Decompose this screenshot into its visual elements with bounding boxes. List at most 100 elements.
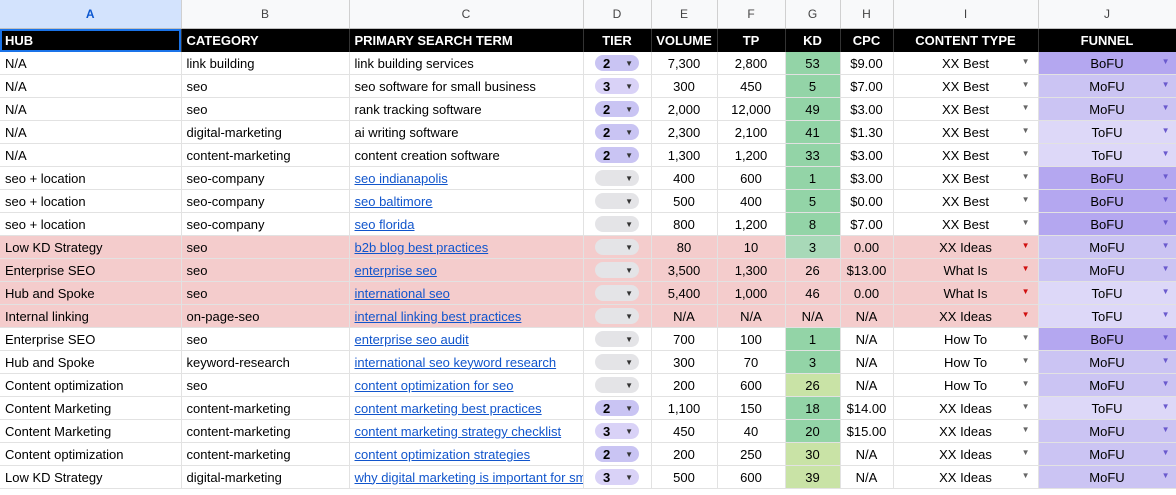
funnel-dropdown[interactable]: MoFU ▼ — [1038, 258, 1176, 282]
tier-dropdown-chip[interactable]: ▼ — [595, 354, 639, 371]
tp-cell[interactable]: 450 — [717, 74, 786, 98]
dropdown-arrow-icon[interactable]: ▼ — [1161, 310, 1170, 319]
hub-cell[interactable]: Content optimization — [0, 373, 182, 397]
funnel-dropdown[interactable]: ToFU ▼ — [1038, 281, 1176, 305]
volume-cell[interactable]: 5,400 — [651, 281, 718, 305]
kd-cell[interactable]: 26 — [785, 373, 841, 397]
search-term-link[interactable]: internal linking best practices — [354, 308, 522, 324]
content-type-dropdown[interactable]: How To ▼ — [893, 327, 1039, 351]
tier-cell[interactable]: ▼ — [583, 350, 652, 374]
content-type-dropdown[interactable]: XX Best ▼ — [893, 212, 1039, 236]
dropdown-arrow-icon[interactable]: ▼ — [1161, 241, 1170, 250]
dropdown-arrow-icon[interactable]: ▼ — [1161, 333, 1170, 342]
tier-dropdown-chip[interactable]: ▼ — [595, 285, 639, 302]
dropdown-arrow-icon[interactable]: ▼ — [1021, 172, 1030, 181]
tier-cell[interactable]: ▼ — [583, 212, 652, 236]
tier-cell[interactable]: 2 ▼ — [583, 97, 652, 121]
cpc-cell[interactable]: $3.00 — [840, 143, 894, 167]
tp-cell[interactable]: N/A — [717, 304, 786, 328]
search-term-cell[interactable]: link building services — [349, 52, 584, 75]
content-type-dropdown[interactable]: XX Best ▼ — [893, 74, 1039, 98]
dropdown-arrow-icon[interactable]: ▼ — [1021, 103, 1030, 112]
search-term-link[interactable]: seo baltimore — [354, 193, 433, 209]
term-header-cell[interactable]: PRIMARY SEARCH TERM — [349, 28, 584, 52]
cpc-cell[interactable]: N/A — [840, 465, 894, 489]
cpc-cell[interactable]: $13.00 — [840, 258, 894, 282]
funnel-dropdown[interactable]: MoFU ▼ — [1038, 235, 1176, 259]
kd-cell[interactable]: 30 — [785, 442, 841, 466]
funnel-dropdown[interactable]: ToFU ▼ — [1038, 120, 1176, 144]
tp-cell[interactable]: 2,800 — [717, 52, 786, 75]
cpc-cell[interactable]: 0.00 — [840, 281, 894, 305]
cpc-cell[interactable]: $7.00 — [840, 74, 894, 98]
search-term-cell[interactable]: enterprise seo audit — [349, 327, 584, 351]
volume-cell[interactable]: N/A — [651, 304, 718, 328]
cpc-cell[interactable]: $7.00 — [840, 212, 894, 236]
content-type-dropdown[interactable]: XX Ideas ▼ — [893, 304, 1039, 328]
funnel-dropdown[interactable]: BoFU ▼ — [1038, 52, 1176, 75]
search-term-cell[interactable]: internal linking best practices — [349, 304, 584, 328]
category-cell[interactable]: on-page-seo — [181, 304, 350, 328]
dropdown-arrow-icon[interactable]: ▼ — [1161, 57, 1170, 66]
tier-dropdown-chip[interactable]: ▼ — [595, 308, 639, 325]
funnel-dropdown[interactable]: MoFU ▼ — [1038, 419, 1176, 443]
tp-cell[interactable]: 1,000 — [717, 281, 786, 305]
hub-cell[interactable]: Content optimization — [0, 442, 182, 466]
search-term-link[interactable]: seo indianapolis — [354, 170, 448, 186]
content-type-dropdown[interactable]: How To ▼ — [893, 373, 1039, 397]
kd-cell[interactable]: 1 — [785, 166, 841, 190]
category-cell[interactable]: seo-company — [181, 189, 350, 213]
search-term-cell[interactable]: enterprise seo — [349, 258, 584, 282]
volume-cell[interactable]: 500 — [651, 189, 718, 213]
category-cell[interactable]: seo — [181, 235, 350, 259]
category-cell[interactable]: digital-marketing — [181, 120, 350, 144]
tp-cell[interactable]: 400 — [717, 189, 786, 213]
dropdown-arrow-icon[interactable]: ▼ — [1021, 149, 1030, 158]
kd-cell[interactable]: 5 — [785, 74, 841, 98]
search-term-cell[interactable]: b2b blog best practices — [349, 235, 584, 259]
dropdown-arrow-icon[interactable]: ▼ — [1161, 172, 1170, 181]
hub-cell[interactable]: Low KD Strategy — [0, 235, 182, 259]
dropdown-arrow-icon[interactable]: ▼ — [1021, 287, 1030, 296]
tier-cell[interactable]: 2 ▼ — [583, 52, 652, 75]
hub-cell[interactable]: N/A — [0, 143, 182, 167]
kd-cell[interactable]: 41 — [785, 120, 841, 144]
tier-dropdown-chip[interactable]: ▼ — [595, 377, 639, 394]
category-cell[interactable]: seo — [181, 74, 350, 98]
tp-cell[interactable]: 250 — [717, 442, 786, 466]
hub-cell[interactable]: seo + location — [0, 212, 182, 236]
tier-cell[interactable]: ▼ — [583, 281, 652, 305]
dropdown-arrow-icon[interactable]: ▼ — [1021, 425, 1030, 434]
category-cell[interactable]: seo-company — [181, 166, 350, 190]
tier-cell[interactable]: ▼ — [583, 189, 652, 213]
tier-dropdown-chip[interactable]: 3 ▼ — [595, 423, 639, 440]
search-term-cell[interactable]: seo baltimore — [349, 189, 584, 213]
dropdown-arrow-icon[interactable]: ▼ — [1161, 80, 1170, 89]
tier-dropdown-chip[interactable]: ▼ — [595, 239, 639, 256]
volume-cell[interactable]: 500 — [651, 465, 718, 489]
tier-dropdown-chip[interactable]: 2 ▼ — [595, 446, 639, 463]
content-type-dropdown[interactable]: XX Best ▼ — [893, 52, 1039, 75]
hub-cell[interactable]: Internal linking — [0, 304, 182, 328]
kd-cell[interactable]: 33 — [785, 143, 841, 167]
search-term-cell[interactable]: international seo keyword research — [349, 350, 584, 374]
hub-cell[interactable]: Enterprise SEO — [0, 258, 182, 282]
category-cell[interactable]: seo — [181, 258, 350, 282]
tp-cell[interactable]: 600 — [717, 465, 786, 489]
cpc-cell[interactable]: $0.00 — [840, 189, 894, 213]
search-term-link[interactable]: seo florida — [354, 216, 415, 232]
search-term-link[interactable]: content optimization for seo — [354, 377, 514, 393]
dropdown-arrow-icon[interactable]: ▼ — [1161, 218, 1170, 227]
cpc-cell[interactable]: $3.00 — [840, 97, 894, 121]
dropdown-arrow-icon[interactable]: ▼ — [1161, 287, 1170, 296]
category-cell[interactable]: content-marketing — [181, 143, 350, 167]
kd-cell[interactable]: 49 — [785, 97, 841, 121]
category-cell[interactable]: keyword-research — [181, 350, 350, 374]
tp-cell[interactable]: 70 — [717, 350, 786, 374]
hub-cell[interactable]: seo + location — [0, 166, 182, 190]
funnel-dropdown[interactable]: BoFU ▼ — [1038, 189, 1176, 213]
category-cell[interactable]: content-marketing — [181, 442, 350, 466]
hub-cell[interactable]: N/A — [0, 74, 182, 98]
tier-dropdown-chip[interactable]: ▼ — [595, 170, 639, 187]
search-term-link[interactable]: enterprise seo — [354, 262, 437, 278]
